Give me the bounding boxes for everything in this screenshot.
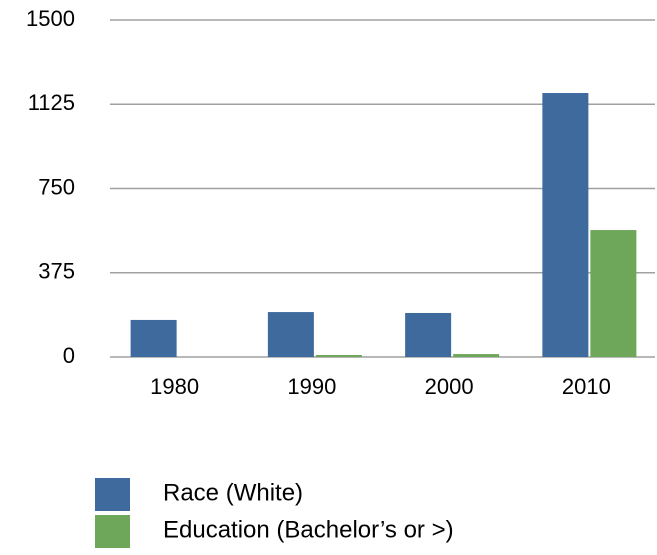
legend-label: Race (White) bbox=[163, 479, 303, 506]
x-tick-label: 1980 bbox=[150, 374, 199, 399]
legend-label: Education (Bachelor’s or >) bbox=[163, 516, 454, 543]
bar bbox=[542, 93, 589, 358]
x-tick-label: 1990 bbox=[287, 374, 336, 399]
bar bbox=[315, 354, 362, 357]
y-tick-label: 0 bbox=[63, 343, 75, 368]
y-tick-label: 375 bbox=[38, 259, 75, 284]
x-tick-label: 2000 bbox=[425, 374, 474, 399]
bar bbox=[453, 354, 500, 357]
legend-swatch bbox=[95, 478, 130, 511]
bar bbox=[405, 312, 452, 357]
bar bbox=[590, 230, 637, 357]
y-tick-label: 750 bbox=[38, 174, 75, 199]
y-tick-label: 1500 bbox=[26, 6, 75, 31]
y-tick-label: 1125 bbox=[28, 90, 75, 115]
x-tick-label: 2010 bbox=[562, 374, 611, 399]
bar bbox=[130, 319, 177, 357]
legend-swatch bbox=[95, 515, 130, 548]
bar bbox=[267, 312, 314, 357]
